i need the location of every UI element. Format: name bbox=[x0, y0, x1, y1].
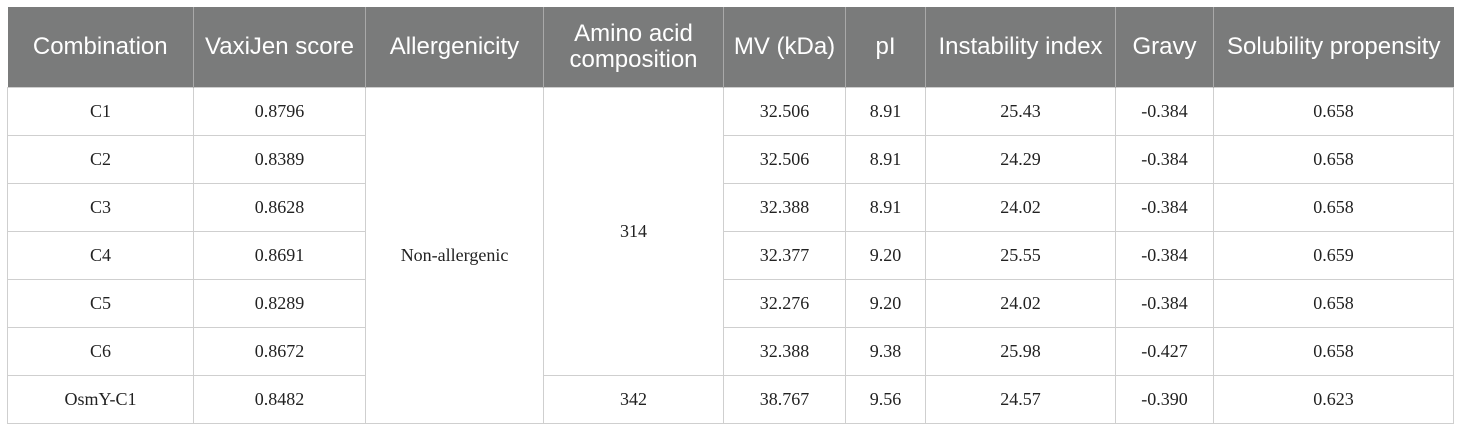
cell-instability: 24.02 bbox=[925, 279, 1116, 328]
cell-vaxijen: 0.8482 bbox=[193, 375, 366, 424]
cell-combination: C5 bbox=[7, 279, 194, 328]
cell-solubility: 0.659 bbox=[1213, 231, 1454, 280]
table-row: C3 0.8628 32.388 8.91 24.02 -0.384 0.658 bbox=[7, 183, 1454, 232]
header-pi: pI bbox=[845, 7, 926, 88]
cell-combination: C2 bbox=[7, 135, 194, 184]
cell-instability: 25.55 bbox=[925, 231, 1116, 280]
header-solubility-propensity: Solubility propensity bbox=[1213, 7, 1454, 88]
cell-amino-acid: 342 bbox=[543, 375, 724, 424]
cell-pi: 8.91 bbox=[845, 87, 926, 136]
cell-mv: 32.506 bbox=[723, 135, 846, 184]
header-combination: Combination bbox=[7, 7, 194, 88]
cell-mv: 32.506 bbox=[723, 87, 846, 136]
cell-vaxijen: 0.8628 bbox=[193, 183, 366, 232]
properties-table: Combination VaxiJen score Allergenicity … bbox=[7, 7, 1454, 424]
header-allergenicity: Allergenicity bbox=[365, 7, 544, 88]
table-row: C6 0.8672 32.388 9.38 25.98 -0.427 0.658 bbox=[7, 327, 1454, 376]
cell-pi: 8.91 bbox=[845, 135, 926, 184]
table-row: C5 0.8289 32.276 9.20 24.02 -0.384 0.658 bbox=[7, 279, 1454, 328]
cell-solubility: 0.658 bbox=[1213, 327, 1454, 376]
cell-combination: OsmY-C1 bbox=[7, 375, 194, 424]
cell-combination: C4 bbox=[7, 231, 194, 280]
cell-solubility: 0.658 bbox=[1213, 135, 1454, 184]
header-vaxijen-score: VaxiJen score bbox=[193, 7, 366, 88]
cell-instability: 25.98 bbox=[925, 327, 1116, 376]
header-amino-acid-composition: Amino acid composition bbox=[543, 7, 724, 88]
cell-instability: 25.43 bbox=[925, 87, 1116, 136]
cell-vaxijen: 0.8289 bbox=[193, 279, 366, 328]
cell-mv: 32.388 bbox=[723, 183, 846, 232]
table-row: C1 0.8796 Non-allergenic 314 32.506 8.91… bbox=[7, 87, 1454, 424]
header-row: Combination VaxiJen score Allergenicity … bbox=[7, 7, 1454, 88]
cell-combination: C1 bbox=[7, 87, 194, 136]
cell-vaxijen: 0.8389 bbox=[193, 135, 366, 184]
cell-instability: 24.02 bbox=[925, 183, 1116, 232]
header-instability-index: Instability index bbox=[925, 7, 1116, 88]
cell-pi: 9.20 bbox=[845, 231, 926, 280]
header-gravy: Gravy bbox=[1115, 7, 1214, 88]
cell-solubility: 0.623 bbox=[1213, 375, 1454, 424]
cell-solubility: 0.658 bbox=[1213, 279, 1454, 328]
cell-pi: 9.56 bbox=[845, 375, 926, 424]
cell-gravy: -0.384 bbox=[1115, 135, 1214, 184]
cell-pi: 9.38 bbox=[845, 327, 926, 376]
cell-gravy: -0.384 bbox=[1115, 231, 1214, 280]
cell-solubility: 0.658 bbox=[1213, 87, 1454, 136]
cell-pi: 8.91 bbox=[845, 183, 926, 232]
cell-solubility: 0.658 bbox=[1213, 183, 1454, 232]
cell-amino-acid-merged: 314 bbox=[543, 87, 724, 376]
cell-gravy: -0.427 bbox=[1115, 327, 1214, 376]
header-mv: MV (kDa) bbox=[723, 7, 846, 88]
cell-instability: 24.57 bbox=[925, 375, 1116, 424]
cell-mv: 32.276 bbox=[723, 279, 846, 328]
cell-gravy: -0.384 bbox=[1115, 279, 1214, 328]
cell-mv: 38.767 bbox=[723, 375, 846, 424]
cell-gravy: -0.384 bbox=[1115, 183, 1214, 232]
cell-pi: 9.20 bbox=[845, 279, 926, 328]
cell-gravy: -0.390 bbox=[1115, 375, 1214, 424]
table-row: C2 0.8389 32.506 8.91 24.29 -0.384 0.658 bbox=[7, 135, 1454, 184]
cell-combination: C6 bbox=[7, 327, 194, 376]
cell-combination: C3 bbox=[7, 183, 194, 232]
table-row: OsmY-C1 0.8482 342 38.767 9.56 24.57 -0.… bbox=[7, 375, 1454, 424]
cell-vaxijen: 0.8691 bbox=[193, 231, 366, 280]
table-row: C4 0.8691 32.377 9.20 25.55 -0.384 0.659 bbox=[7, 231, 1454, 280]
cell-mv: 32.388 bbox=[723, 327, 846, 376]
cell-instability: 24.29 bbox=[925, 135, 1116, 184]
cell-vaxijen: 0.8796 bbox=[193, 87, 366, 136]
cell-vaxijen: 0.8672 bbox=[193, 327, 366, 376]
cell-allergenicity-merged: Non-allergenic bbox=[365, 87, 544, 424]
cell-gravy: -0.384 bbox=[1115, 87, 1214, 136]
cell-mv: 32.377 bbox=[723, 231, 846, 280]
